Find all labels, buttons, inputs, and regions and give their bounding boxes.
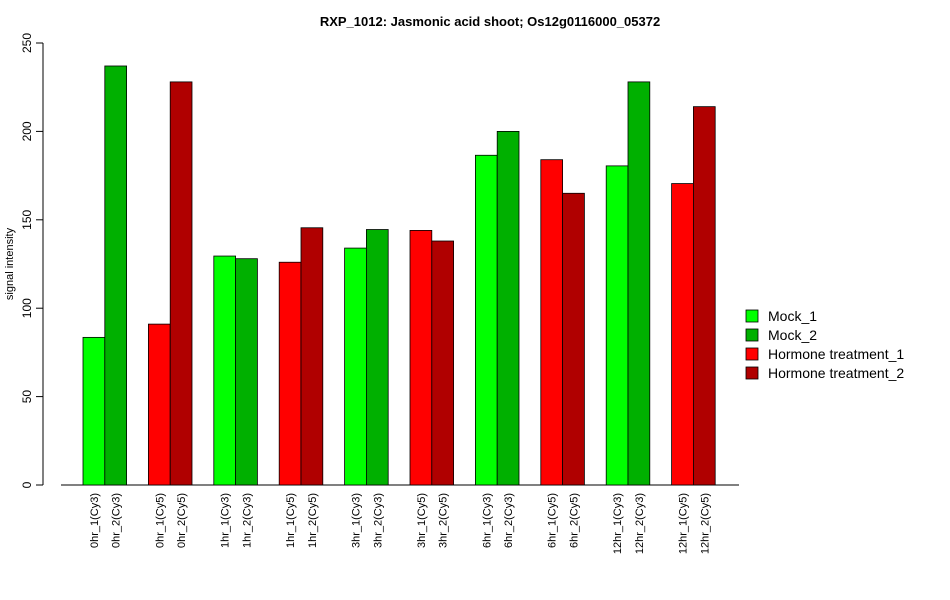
bar bbox=[409, 230, 433, 486]
y-tick-label: 50 bbox=[20, 390, 34, 404]
x-tick-label: 6hr_1(Cy5) bbox=[547, 493, 559, 548]
bar bbox=[278, 261, 302, 486]
bar bbox=[300, 227, 324, 486]
y-tick-label: 200 bbox=[20, 121, 34, 141]
bar bbox=[474, 154, 498, 486]
bar bbox=[235, 258, 258, 486]
legend-label: Mock_2 bbox=[768, 327, 817, 343]
x-tick-label: 3hr_2(Cy5) bbox=[438, 493, 450, 548]
x-tick-label: 1hr_2(Cy5) bbox=[307, 493, 319, 548]
x-tick-label: 12hr_2(Cy3) bbox=[634, 493, 646, 554]
bar bbox=[562, 192, 585, 486]
bar bbox=[365, 229, 389, 486]
y-axis-label: signal intensity bbox=[4, 227, 16, 300]
x-tick-label: 6hr_1(Cy3) bbox=[481, 493, 493, 548]
legend-swatch bbox=[745, 328, 759, 342]
x-tick-label: 12hr_1(Cy5) bbox=[678, 493, 690, 554]
y-tick-label: 100 bbox=[20, 298, 34, 318]
bars-group bbox=[82, 65, 716, 486]
x-tick-label: 3hr_1(Cy5) bbox=[416, 493, 428, 548]
chart-title: RXP_1012: Jasmonic acid shoot; Os12g0116… bbox=[320, 14, 660, 29]
legend-label: Hormone treatment_1 bbox=[768, 346, 904, 362]
bar bbox=[671, 183, 694, 486]
y-tick-label: 250 bbox=[20, 33, 34, 53]
x-tick-label: 1hr_1(Cy5) bbox=[285, 493, 297, 548]
x-tick-label: 0hr_2(Cy5) bbox=[176, 493, 188, 548]
bar bbox=[169, 81, 193, 486]
bar bbox=[693, 106, 716, 486]
x-tick-label: 3hr_1(Cy3) bbox=[351, 493, 363, 548]
bar bbox=[431, 240, 454, 486]
legend-label: Hormone treatment_2 bbox=[768, 365, 904, 381]
x-tick-label: 0hr_1(Cy3) bbox=[89, 493, 101, 548]
x-tick-label: 6hr_2(Cy5) bbox=[569, 493, 581, 548]
x-tick-label: 0hr_2(Cy3) bbox=[111, 493, 123, 548]
x-tick-label: 1hr_1(Cy3) bbox=[220, 493, 232, 548]
bar bbox=[627, 81, 651, 486]
bar bbox=[147, 323, 171, 486]
bar bbox=[213, 255, 237, 486]
x-tick-label: 1hr_2(Cy3) bbox=[242, 493, 254, 548]
bar bbox=[496, 130, 520, 486]
x-tick-label: 0hr_1(Cy5) bbox=[154, 493, 166, 548]
x-tick-label: 6hr_2(Cy3) bbox=[503, 493, 515, 548]
y-axis: 0 50 100 150 200 250 bbox=[20, 33, 44, 488]
y-tick-label: 0 bbox=[20, 481, 34, 488]
bar bbox=[104, 65, 128, 486]
legend-label: Mock_1 bbox=[768, 308, 817, 324]
legend: Mock_1 Mock_2 Hormone treatment_1 Hormone t… bbox=[745, 308, 904, 381]
bar bbox=[540, 159, 563, 486]
bar bbox=[82, 336, 106, 486]
y-tick-label: 150 bbox=[20, 209, 34, 229]
x-tick-label: 3hr_2(Cy3) bbox=[372, 493, 384, 548]
bar bbox=[344, 247, 367, 486]
x-tick-label: 12hr_1(Cy3) bbox=[612, 493, 624, 554]
bar bbox=[605, 165, 629, 486]
legend-swatch bbox=[745, 309, 759, 323]
legend-swatch bbox=[745, 366, 759, 380]
legend-swatch bbox=[745, 347, 759, 361]
x-tick-labels: 0hr_1(Cy3) 0hr_2(Cy3) 0hr_1(Cy5) 0hr_2(Cy5)… bbox=[89, 493, 711, 554]
x-tick-label: 12hr_2(Cy5) bbox=[699, 493, 711, 554]
